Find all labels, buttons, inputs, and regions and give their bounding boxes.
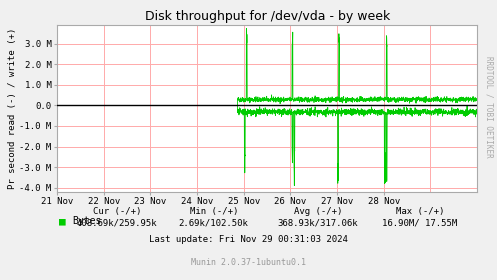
Text: Avg (-/+): Avg (-/+) <box>294 207 342 216</box>
Text: 2.69k/102.50k: 2.69k/102.50k <box>179 218 248 227</box>
Text: Cur (-/+): Cur (-/+) <box>92 207 141 216</box>
Title: Disk throughput for /dev/vda - by week: Disk throughput for /dev/vda - by week <box>145 10 390 23</box>
Text: 368.93k/317.06k: 368.93k/317.06k <box>278 218 358 227</box>
Text: 16.90M/ 17.55M: 16.90M/ 17.55M <box>382 218 458 227</box>
Text: Max (-/+): Max (-/+) <box>396 207 444 216</box>
Text: Munin 2.0.37-1ubuntu0.1: Munin 2.0.37-1ubuntu0.1 <box>191 258 306 267</box>
Text: ■: ■ <box>59 216 66 226</box>
Y-axis label: Pr second read (-) / write (+): Pr second read (-) / write (+) <box>7 28 16 189</box>
Text: Last update: Fri Nov 29 00:31:03 2024: Last update: Fri Nov 29 00:31:03 2024 <box>149 235 348 244</box>
Text: Min (-/+): Min (-/+) <box>189 207 238 216</box>
Text: RRDTOOL / TOBI OETIKER: RRDTOOL / TOBI OETIKER <box>485 55 494 157</box>
Text: Bytes: Bytes <box>72 216 101 226</box>
Text: 408.69k/259.95k: 408.69k/259.95k <box>77 218 157 227</box>
